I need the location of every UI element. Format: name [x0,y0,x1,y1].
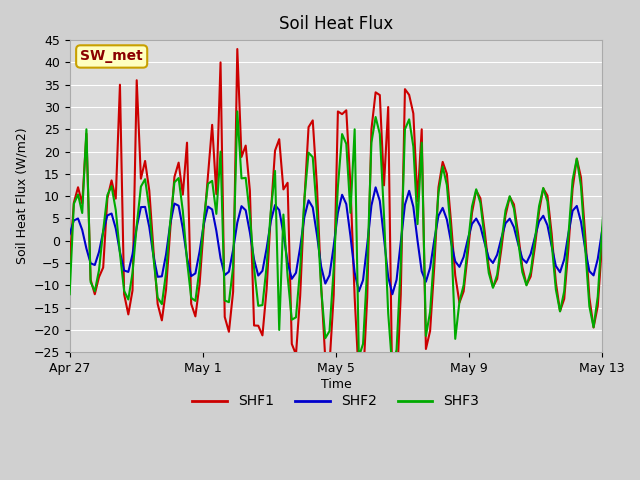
SHF1 [234,46,241,52]
X-axis label: Time: Time [321,378,351,391]
SHF3 [607,148,614,154]
SHF3 [535,203,543,209]
Line: SHF1: SHF1 [70,49,636,397]
Line: SHF3: SHF3 [70,111,636,370]
SHF2 [66,231,74,237]
SHF1 [388,394,396,400]
SHF3 [66,291,74,297]
SHF3 [632,224,639,229]
SHF1 [535,209,543,215]
SHF1 [133,77,141,83]
SHF3 [234,108,241,114]
SHF2 [632,228,639,233]
SHF3 [540,185,547,191]
SHF2 [607,204,614,209]
SHF2 [133,224,141,230]
SHF1 [288,341,296,347]
SHF2 [284,260,291,265]
Text: SW_met: SW_met [80,49,143,63]
SHF1 [540,186,547,192]
Y-axis label: Soil Heat Flux (W/m2): Soil Heat Flux (W/m2) [15,128,28,264]
SHF2 [372,184,380,190]
SHF2 [388,291,396,297]
Title: Soil Heat Flux: Soil Heat Flux [279,15,393,33]
SHF2 [535,218,543,224]
SHF2 [540,213,547,219]
SHF1 [607,146,614,152]
SHF2 [531,234,539,240]
SHF3 [388,367,396,372]
SHF3 [133,223,141,228]
SHF3 [288,317,296,323]
Line: SHF2: SHF2 [70,187,636,294]
Legend: SHF1, SHF2, SHF3: SHF1, SHF2, SHF3 [187,389,485,414]
SHF1 [531,244,539,250]
SHF1 [632,238,639,244]
SHF1 [66,260,74,266]
SHF3 [531,238,539,243]
